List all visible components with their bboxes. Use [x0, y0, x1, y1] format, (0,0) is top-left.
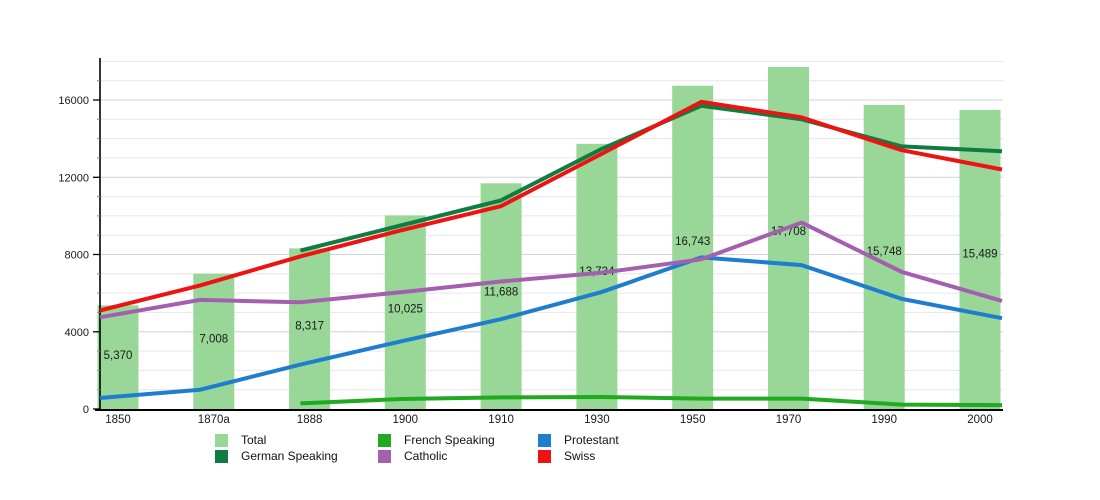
legend-color-swatch-icon [538, 433, 551, 447]
y-tick-label: 12000 [58, 172, 89, 184]
x-tick-label: 1990 [871, 414, 897, 426]
x-tick-label: 1900 [393, 414, 419, 426]
legend-item-protestant: Protestant [538, 433, 619, 447]
y-tick-label: 8000 [65, 250, 89, 262]
legend-item-catholic: Catholic [378, 449, 447, 463]
bar [959, 109, 1001, 410]
bar [768, 67, 809, 409]
bar-value-label: 7,008 [199, 334, 228, 346]
bar-value-label: 10,025 [388, 303, 423, 315]
bar-value-label: 15,748 [867, 246, 902, 258]
legend-item-total: Total [215, 433, 266, 447]
x-tick-label: 1950 [680, 414, 706, 426]
legend-item-label: French Speaking [404, 433, 495, 447]
x-tick-label: 1850 [105, 414, 131, 426]
legend-item-label: German Speaking [241, 449, 338, 463]
legend-color-swatch-icon [538, 449, 551, 463]
line-series-catholic [99, 220, 1003, 320]
total-bars [97, 67, 1001, 410]
line-series-swiss [99, 99, 1003, 313]
bar [97, 305, 139, 409]
y-gridlines [100, 60, 1003, 391]
bar-value-label: 8,317 [295, 321, 324, 333]
legend-item-label: Total [241, 433, 267, 447]
x-tick-label: 1970 [776, 414, 802, 426]
x-tick-label: 1910 [488, 414, 514, 426]
bar [672, 85, 714, 409]
x-tick-label: 1870a [198, 414, 231, 426]
bar-value-label: 16,743 [675, 236, 710, 248]
legend-item-label: Swiss [564, 449, 596, 463]
y-tick-label: 0 [83, 404, 89, 416]
legend-item-german-speaking: German Speaking [215, 449, 338, 463]
bar [480, 183, 522, 409]
line-series-french-speaking [300, 395, 1003, 408]
x-tick-label: 1930 [584, 414, 610, 426]
axes: 0 4000 8000 12000 16000 1850 1870a 1888 1900 1910… [58, 58, 1003, 426]
bar [289, 248, 331, 409]
bar-value-label: 11,688 [484, 287, 518, 299]
legend-item-label: Catholic [404, 449, 448, 463]
legend-color-swatch-icon [378, 449, 391, 463]
bar-value-label: 15,489 [962, 249, 997, 261]
x-tick-label: 1888 [297, 414, 323, 426]
legend-color-swatch-icon [215, 433, 228, 447]
line-series-protestant [99, 255, 1003, 400]
y-tick-label: 16000 [58, 95, 89, 107]
bar [576, 143, 618, 410]
legend-item-label: Protestant [564, 433, 619, 447]
x-tick-label: 2000 [967, 414, 993, 426]
bar-value-labels: 5,3707,0088,31710,02511,68813,73416,7431… [104, 226, 998, 362]
legend-item-french-speaking: French Speaking [378, 433, 495, 447]
bar-value-label: 5,370 [104, 350, 133, 362]
legend-item-swiss: Swiss [538, 449, 595, 463]
legend-color-swatch-icon [215, 449, 228, 463]
bar [384, 215, 426, 409]
y-tick-label: 4000 [65, 327, 89, 339]
legend-color-swatch-icon [378, 433, 391, 447]
